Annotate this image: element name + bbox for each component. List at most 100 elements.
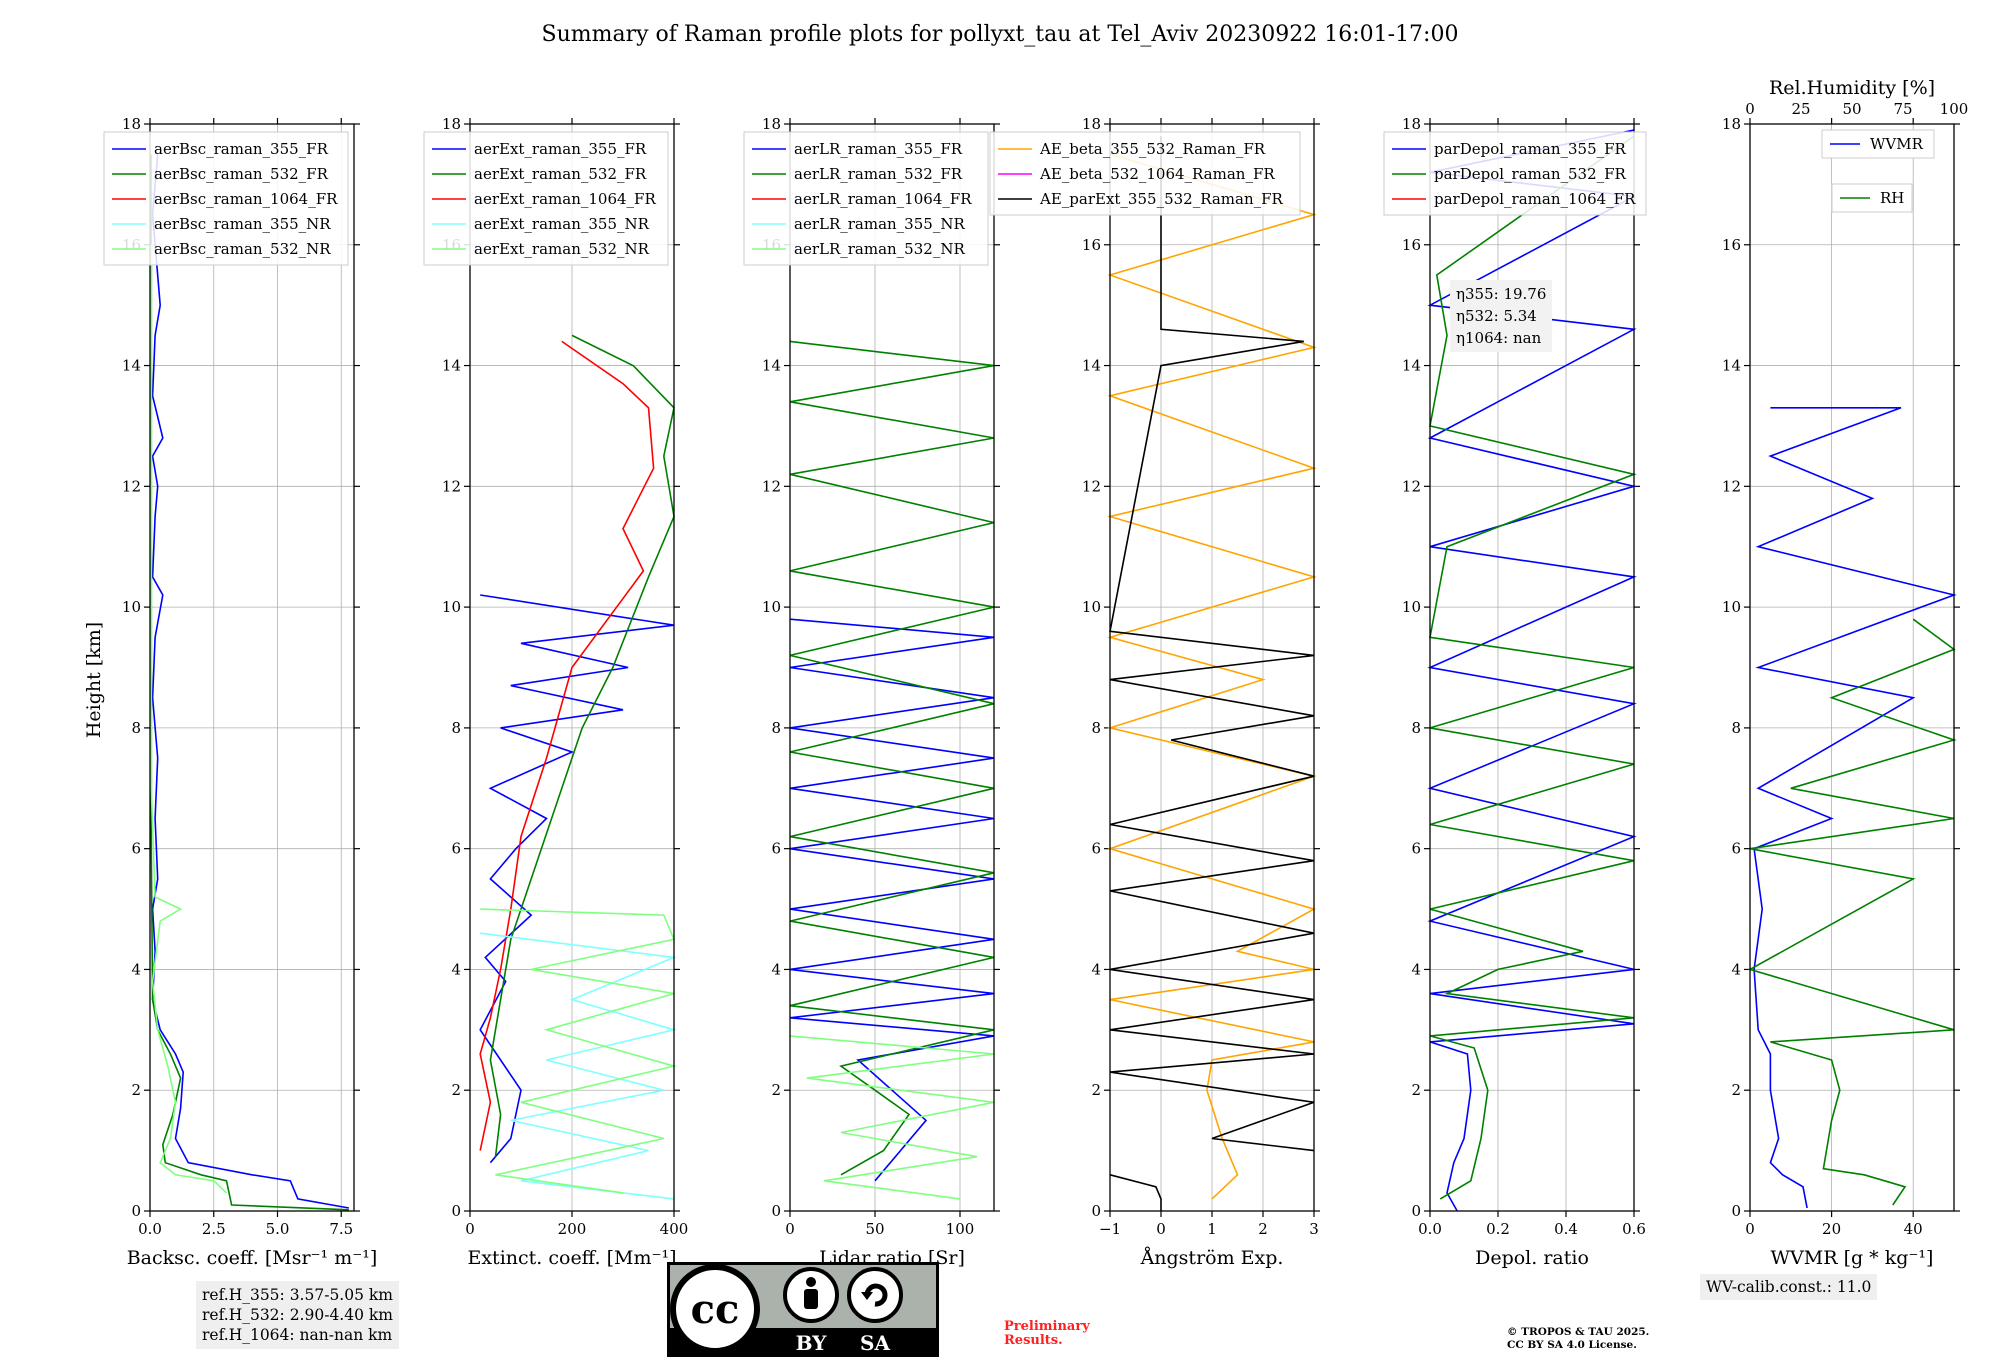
x-tick-label: 0 bbox=[465, 1220, 475, 1238]
axes-frame bbox=[469, 123, 675, 1212]
x-tick-label: 100 bbox=[946, 1220, 975, 1238]
legend-entry: aerBsc_raman_1064_FR bbox=[154, 190, 338, 208]
x-tick-label: 0.0 bbox=[1418, 1220, 1442, 1238]
copyright-line-2: CC BY SA 4.0 License. bbox=[1507, 1339, 1637, 1351]
legend-entry: parDepol_raman_355_FR bbox=[1434, 140, 1627, 158]
y-tick-label: 6 bbox=[1091, 840, 1101, 858]
axes-frame bbox=[1109, 123, 1315, 1212]
series-aerext-raman-355-fr bbox=[479, 594, 675, 1164]
y-tick-label: 4 bbox=[1091, 960, 1101, 978]
x-tick-label: 0.2 bbox=[1486, 1220, 1510, 1238]
preliminary-line-2: Results. bbox=[1004, 1333, 1063, 1348]
y-tick-label: 18 bbox=[122, 115, 141, 133]
wv-calibration-box: WV-calib.const.: 11.0 bbox=[1700, 1274, 1878, 1300]
cc-license-badge: cc BY SA bbox=[667, 1262, 939, 1357]
legend-entry: aerBsc_raman_355_FR bbox=[154, 140, 329, 158]
x-tick-label: 50 bbox=[865, 1220, 884, 1238]
y-tick-label: 0 bbox=[1411, 1202, 1421, 1220]
by-label: BY bbox=[796, 1331, 828, 1355]
sa-label: SA bbox=[860, 1331, 890, 1355]
copyright-line-1: © TROPOS & TAU 2025. bbox=[1507, 1326, 1650, 1338]
eta-1064: η1064: nan bbox=[1456, 329, 1542, 347]
svg-text:cc: cc bbox=[691, 1286, 740, 1333]
x-tick-label: 2 bbox=[1258, 1220, 1268, 1238]
y-tick-label: 14 bbox=[1082, 357, 1101, 375]
legend-entry: aerExt_raman_1064_FR bbox=[474, 190, 656, 208]
axes-frame bbox=[149, 123, 355, 1212]
x-tick-label: 0 bbox=[785, 1220, 795, 1238]
x-axis-label: WVMR [g * kg⁻¹] bbox=[1771, 1247, 1934, 1269]
y-tick-label: 18 bbox=[1082, 115, 1101, 133]
y-tick-label: 10 bbox=[1722, 598, 1741, 616]
series-aerlr-raman-532-fr bbox=[789, 340, 995, 1176]
y-tick-label: 12 bbox=[762, 477, 781, 495]
eta-355: η355: 19.76 bbox=[1456, 285, 1547, 303]
ref-height-355: ref.H_355: 3.57-5.05 km bbox=[202, 1286, 393, 1304]
x-tick-label: 3 bbox=[1309, 1220, 1319, 1238]
legend-entry: aerBsc_raman_355_NR bbox=[154, 215, 331, 233]
ref-height-532: ref.H_532: 2.90-4.40 km bbox=[202, 1306, 393, 1324]
y-tick-label: 6 bbox=[1411, 840, 1421, 858]
y-axis-label: Height [km] bbox=[83, 622, 105, 738]
series-aerbsc-raman-532-nr bbox=[150, 244, 228, 1194]
x-tick-label: 20 bbox=[1822, 1220, 1841, 1238]
panel-depol: 0 2 4 6 8 10 12 14 16 18 0.0 0.2 0.4 0.6 Depol. ratio p… bbox=[1383, 115, 1647, 1269]
legend-box bbox=[1383, 131, 1647, 216]
y-tick-label: 12 bbox=[442, 477, 461, 495]
y-tick-label: 6 bbox=[131, 840, 141, 858]
top-axis-label: Rel.Humidity [%] bbox=[1769, 77, 1935, 99]
series-aerlr-raman-532-nr bbox=[789, 1035, 995, 1200]
axes-frame bbox=[1749, 123, 1955, 1212]
y-tick-label: 10 bbox=[1082, 598, 1101, 616]
y-tick-label: 10 bbox=[1402, 598, 1421, 616]
x-tick-label: −1 bbox=[1099, 1220, 1121, 1238]
y-tick-label: 2 bbox=[1091, 1081, 1101, 1099]
panel-extinction: 0246810121416180200400Extinct. coeff. [M… bbox=[423, 115, 688, 1269]
x-tick-label: 0.0 bbox=[138, 1220, 162, 1238]
series-rh bbox=[1747, 618, 1957, 1206]
legend-entry: RH bbox=[1880, 189, 1904, 207]
legend-entry: aerLR_raman_355_FR bbox=[794, 140, 963, 158]
x-tick-label: 2.5 bbox=[202, 1220, 226, 1238]
y-tick-label: 12 bbox=[1722, 477, 1741, 495]
legend-entry: AE_parExt_355_532_Raman_FR bbox=[1039, 190, 1284, 208]
series-aerbsc-raman-355-fr bbox=[151, 154, 350, 1209]
legend-entry: parDepol_raman_1064_FR bbox=[1434, 190, 1636, 208]
y-tick-label: 8 bbox=[451, 719, 461, 737]
series-aerbsc-raman-532-fr bbox=[150, 154, 349, 1211]
top-tick-label: 100 bbox=[1940, 100, 1969, 118]
share-alike-icon bbox=[847, 1267, 903, 1323]
y-tick-label: 10 bbox=[442, 598, 461, 616]
y-tick-label: 2 bbox=[451, 1081, 461, 1099]
x-tick-label: 0 bbox=[1156, 1220, 1166, 1238]
y-tick-label: 0 bbox=[771, 1202, 781, 1220]
legend-entry: aerLR_raman_532_FR bbox=[794, 165, 963, 183]
cc-logo-icon bbox=[670, 1264, 760, 1354]
y-tick-label: 4 bbox=[1411, 960, 1421, 978]
series-wvmr bbox=[1753, 406, 1957, 1209]
y-tick-label: 18 bbox=[442, 115, 461, 133]
y-tick-label: 2 bbox=[771, 1081, 781, 1099]
x-tick-label: 200 bbox=[558, 1220, 587, 1238]
legend-entry: aerBsc_raman_532_NR bbox=[154, 240, 331, 258]
reference-height-box: ref.H_355: 3.57-5.05 km ref.H_532: 2.90-… bbox=[196, 1281, 399, 1349]
x-tick-label: 7.5 bbox=[329, 1220, 353, 1238]
y-tick-label: 18 bbox=[762, 115, 781, 133]
y-tick-label: 6 bbox=[771, 840, 781, 858]
legend-entry: aerLR_raman_355_NR bbox=[794, 215, 965, 233]
x-tick-label: 0.6 bbox=[1622, 1220, 1646, 1238]
legend-entry: aerLR_raman_532_NR bbox=[794, 240, 965, 258]
y-tick-label: 2 bbox=[131, 1081, 141, 1099]
preliminary-note: Preliminary Results. bbox=[1004, 1320, 1090, 1348]
legend-entry: parDepol_raman_532_FR bbox=[1434, 165, 1627, 183]
figure-title: Summary of Raman profile plots for polly… bbox=[541, 22, 1459, 47]
y-tick-label: 0 bbox=[451, 1202, 461, 1220]
x-tick-label: 5.0 bbox=[266, 1220, 290, 1238]
legend-entry: aerLR_raman_1064_FR bbox=[794, 190, 972, 208]
y-tick-label: 12 bbox=[1082, 477, 1101, 495]
y-tick-label: 12 bbox=[1402, 477, 1421, 495]
eta-box: η355: 19.76 η532: 5.34 η1064: nan bbox=[1450, 280, 1553, 352]
copyright-note: © TROPOS & TAU 2025. CC BY SA 4.0 Licens… bbox=[1507, 1326, 1649, 1352]
series-aerlr-raman-355-fr bbox=[789, 618, 995, 1182]
